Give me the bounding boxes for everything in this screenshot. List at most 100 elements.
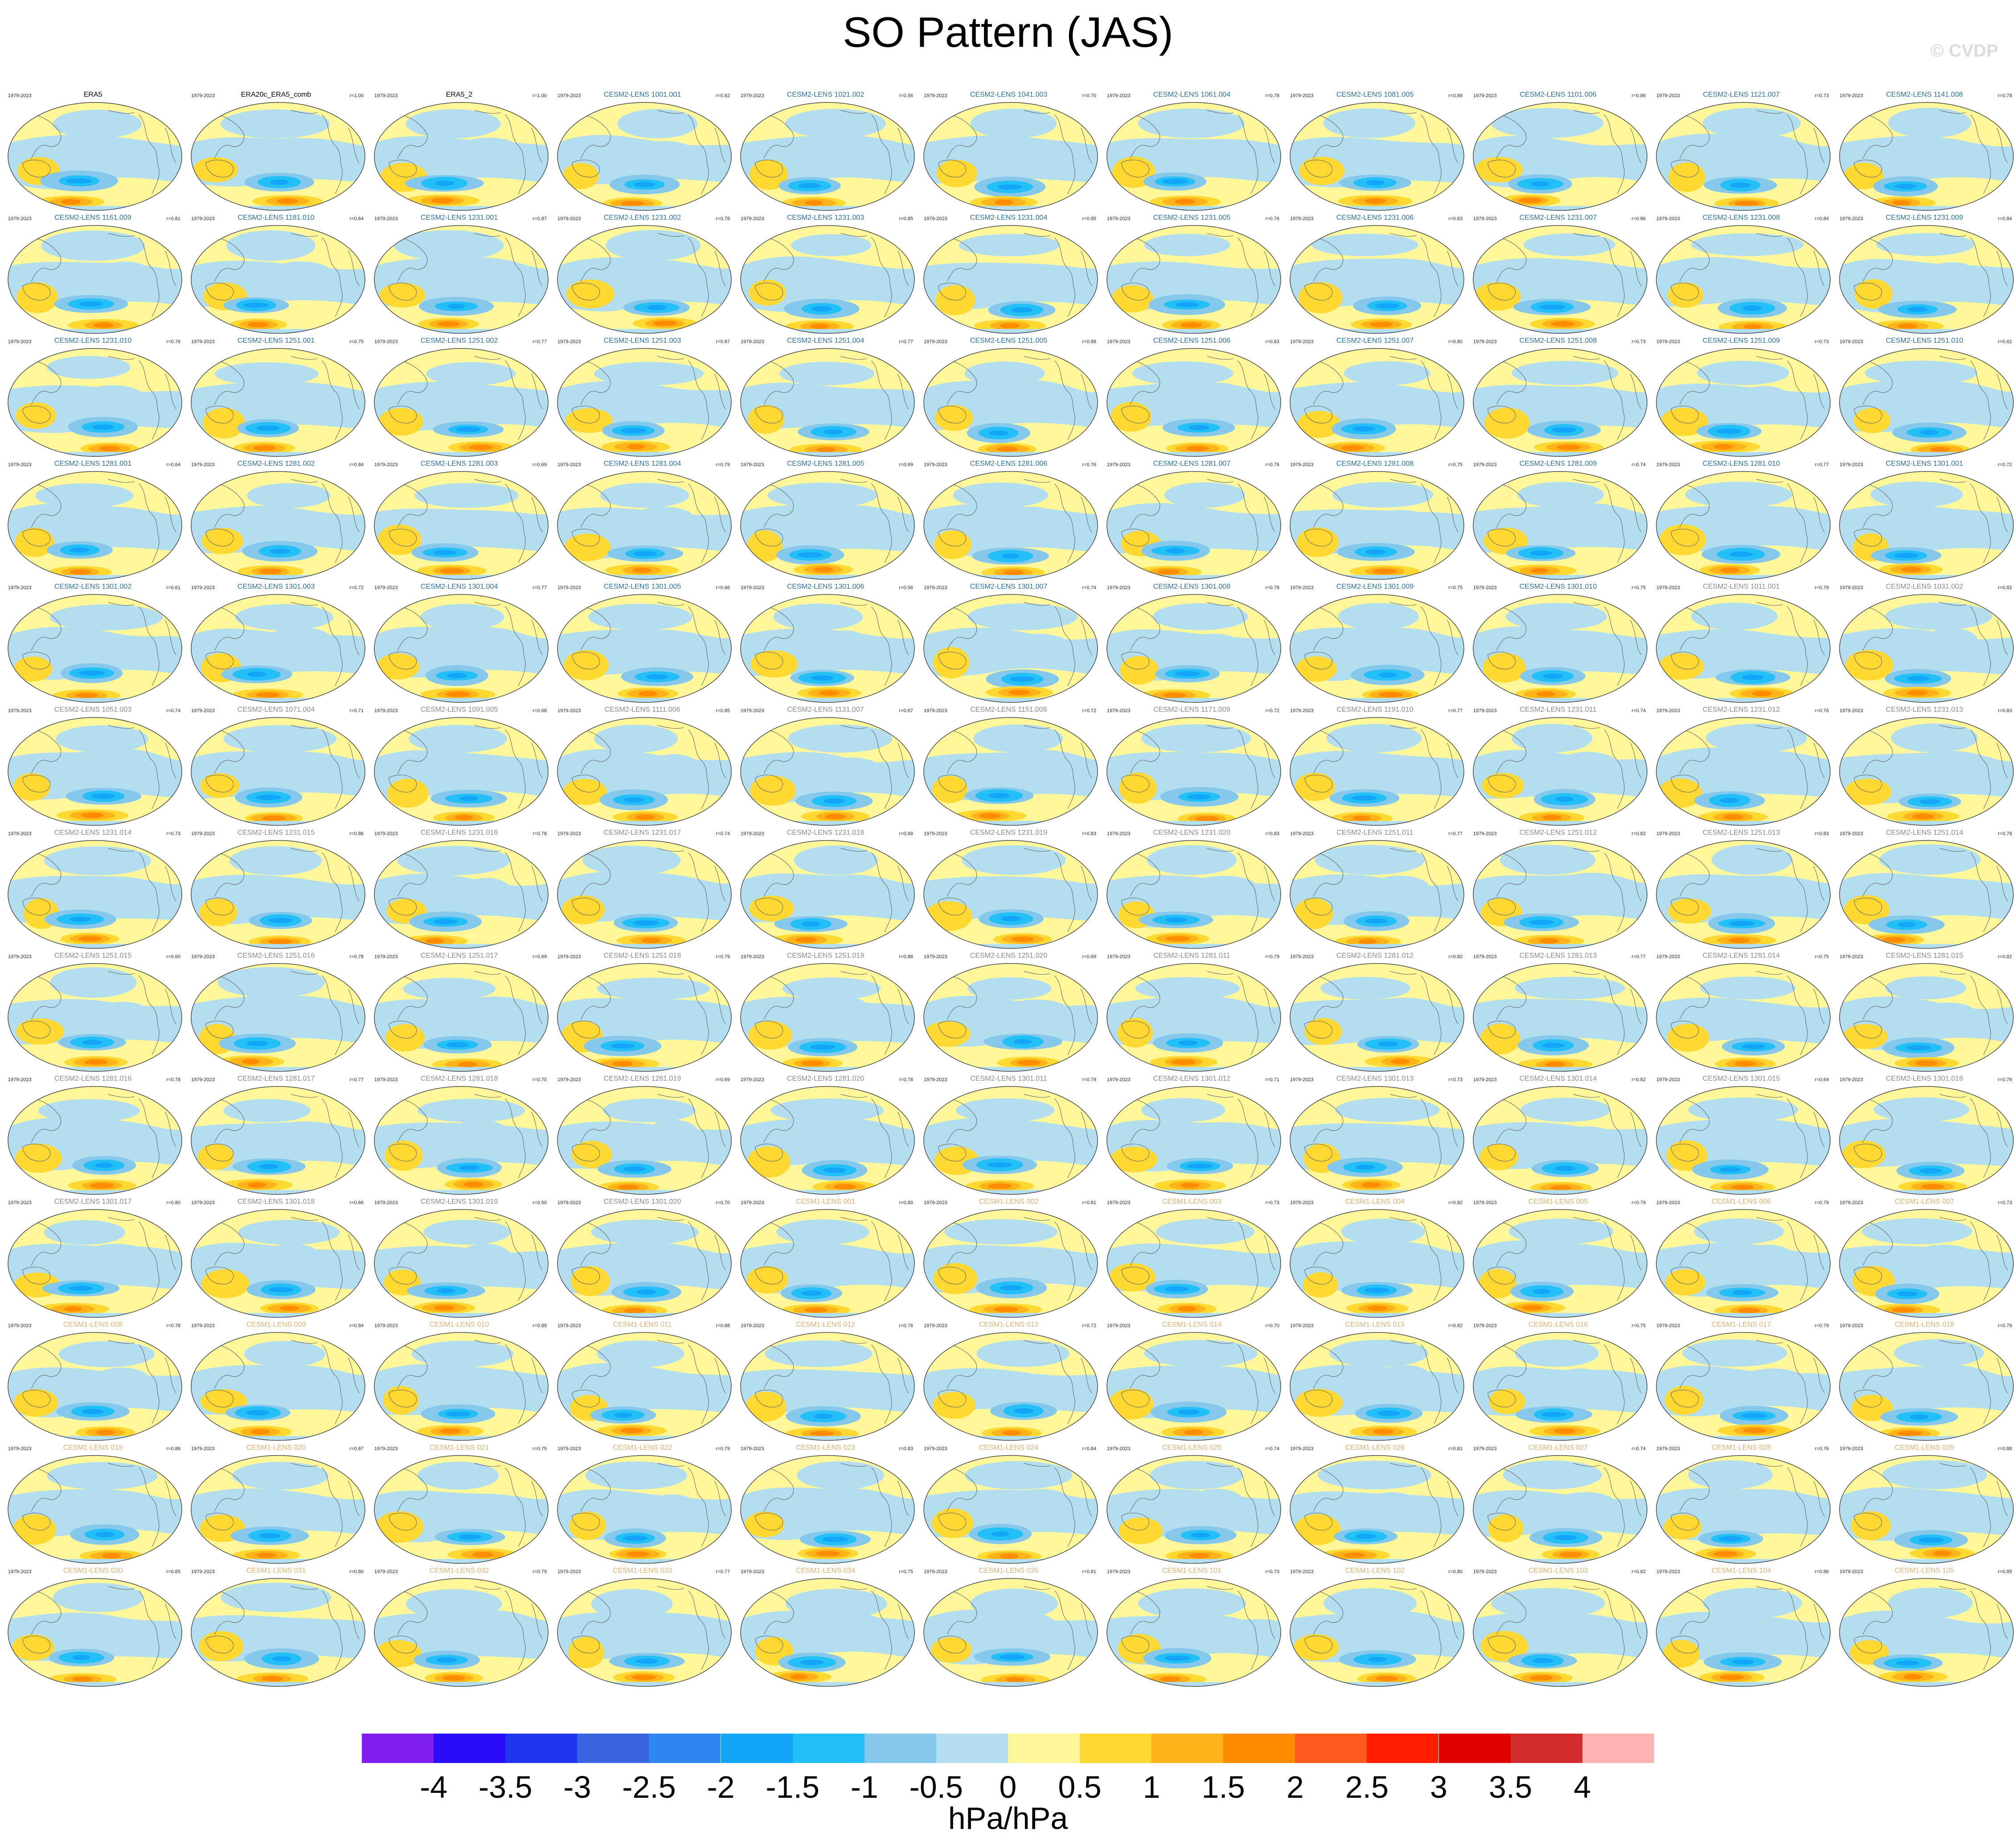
- pattern-map: [374, 717, 549, 826]
- panel-name: CESM1-LENS 001: [795, 1198, 856, 1205]
- map-panel: 1979-2023 CESM2-LENS 1281.008 r=0.75: [1284, 460, 1466, 583]
- panel-correlation: r=0.76: [1815, 1446, 1829, 1451]
- map-panel: 1979-2023 CESM2-LENS 1231.004 r=0.85: [918, 214, 1100, 337]
- panel-years: 1979-2023: [1290, 585, 1314, 590]
- map-panel: 1979-2023 CESM2-LENS 1251.012 r=0.82: [1467, 829, 1649, 952]
- pattern-map: [1106, 1086, 1281, 1195]
- pattern-map: [1290, 471, 1464, 580]
- map-panel: 1979-2023 CESM2-LENS 1281.001 r=0.64: [2, 460, 184, 583]
- panel-years: 1979-2023: [924, 1200, 947, 1205]
- panel-years: 1979-2023: [741, 585, 764, 590]
- panel-correlation: r=0.76: [166, 339, 181, 344]
- map-panel: 1979-2023 CESM2-LENS 1251.019 r=0.88: [734, 952, 917, 1075]
- pattern-map: [1473, 840, 1647, 949]
- panel-name: CESM2-LENS 1301.003: [237, 583, 315, 590]
- map-panel: 1979-2023 CESM1-LENS 035 r=0.81: [918, 1567, 1100, 1690]
- panel-years: 1979-2023: [1107, 831, 1131, 836]
- panel-name: CESM2-LENS 1301.007: [970, 583, 1048, 590]
- pattern-map: [1290, 717, 1464, 826]
- map-panel: 1979-2023 CESM2-LENS 1301.003 r=0.72: [185, 583, 367, 706]
- map-panel: 1979-2023 CESM2-LENS 1231.018 r=0.68: [734, 829, 917, 952]
- panel-correlation: r=0.79: [1265, 954, 1280, 959]
- panel-correlation: r=0.86: [349, 831, 364, 836]
- panel-correlation: r=0.77: [1631, 954, 1646, 959]
- panel-years: 1979-2023: [191, 954, 215, 959]
- pattern-map: [191, 717, 365, 826]
- panel-name: CESM2-LENS 1251.020: [970, 952, 1048, 959]
- panel-years: 1979-2023: [1840, 1077, 1863, 1082]
- panel-correlation: r=0.79: [716, 954, 730, 959]
- panel-years: 1979-2023: [374, 339, 398, 344]
- panel-correlation: r=0.76: [1998, 1077, 2012, 1082]
- map-panel: 1979-2023 CESM1-LENS 009 r=0.84: [185, 1321, 367, 1444]
- panel-name: CESM2-LENS 1231.016: [420, 829, 498, 836]
- map-panel: 1979-2023 CESM2-LENS 1281.020 r=0.78: [734, 1075, 917, 1198]
- panel-correlation: r=0.76: [1265, 216, 1280, 221]
- panel-years: 1979-2023: [1840, 339, 1863, 344]
- map-panel: 1979-2023 CESM2-LENS 1281.013 r=0.77: [1467, 952, 1649, 1075]
- pattern-map: [923, 594, 1098, 703]
- panel-name: CESM2-LENS 1251.002: [420, 337, 498, 344]
- panel-years: 1979-2023: [557, 1323, 581, 1328]
- panel-years: 1979-2023: [1840, 954, 1863, 959]
- map-panel: 1979-2023 CESM2-LENS 1301.002 r=0.61: [2, 583, 184, 706]
- panel-correlation: r=0.69: [533, 954, 547, 959]
- pattern-map: [191, 963, 365, 1072]
- panel-years: 1979-2023: [557, 708, 581, 713]
- panel-years: 1979-2023: [1656, 585, 1680, 590]
- panel-years: 1979-2023: [191, 1200, 215, 1205]
- panel-correlation: r=0.73: [1448, 1077, 1463, 1082]
- panel-correlation: r=0.74: [1265, 1446, 1280, 1451]
- panel-name: CESM2-LENS 1301.009: [1336, 583, 1414, 590]
- map-panel: 1979-2023 CESM2-LENS 1041.003 r=0.70: [918, 91, 1100, 214]
- map-panel: 1979-2023 CESM1-LENS 013 r=0.72: [918, 1321, 1100, 1444]
- panel-years: 1979-2023: [1107, 1200, 1131, 1205]
- pattern-map: [8, 102, 182, 211]
- pattern-map: [1656, 225, 1831, 334]
- pattern-map: [1473, 225, 1647, 334]
- panel-years: 1979-2023: [1473, 585, 1497, 590]
- colorbar-box: [1295, 1734, 1367, 1763]
- panel-years: 1979-2023: [191, 585, 215, 590]
- panel-years: 1979-2023: [741, 1077, 764, 1082]
- panel-years: 1979-2023: [1473, 954, 1497, 959]
- map-panel: 1979-2023 CESM2-LENS 1231.012 r=0.76: [1650, 706, 1832, 829]
- pattern-map: [557, 471, 732, 580]
- map-panel: 1979-2023 CESM2-LENS 1281.016 r=0.78: [2, 1075, 184, 1198]
- pattern-map: [740, 840, 915, 949]
- pattern-map: [374, 1086, 549, 1195]
- panel-correlation: r=0.74: [1631, 708, 1646, 713]
- panel-name: CESM2-LENS 1231.009: [1885, 214, 1963, 221]
- panel-years: 1979-2023: [191, 1077, 215, 1082]
- panel-years: 1979-2023: [1656, 1446, 1680, 1451]
- panel-name: CESM2-LENS 1251.015: [54, 952, 132, 959]
- pattern-map: [1473, 1086, 1647, 1195]
- panel-correlation: r=0.88: [1998, 1446, 2012, 1451]
- map-panel: 1979-2023 CESM2-LENS 1071.004 r=0.71: [185, 706, 367, 829]
- panel-name: CESM2-LENS 1251.012: [1519, 829, 1597, 836]
- panel-name: CESM2-LENS 1281.002: [237, 460, 315, 467]
- panel-name: CESM1-LENS 016: [1528, 1321, 1588, 1328]
- panel-correlation: r=0.71: [349, 708, 364, 713]
- panel-years: 1979-2023: [1290, 708, 1314, 713]
- panel-years: 1979-2023: [191, 1446, 215, 1451]
- panel-correlation: r=0.83: [899, 1446, 914, 1451]
- panel-years: 1979-2023: [1473, 216, 1497, 221]
- panel-correlation: r=0.78: [533, 831, 547, 836]
- panel-correlation: r=0.79: [1998, 1323, 2012, 1328]
- pattern-map: [740, 102, 915, 211]
- panel-name: CESM2-LENS 1231.015: [237, 829, 315, 836]
- map-panel: 1979-2023 CESM1-LENS 103 r=0.82: [1467, 1567, 1649, 1690]
- panel-correlation: r=0.83: [1815, 831, 1829, 836]
- pattern-map: [1656, 840, 1831, 949]
- pattern-map: [1106, 717, 1281, 826]
- panel-years: 1979-2023: [741, 462, 764, 467]
- panel-years: 1979-2023: [8, 1077, 32, 1082]
- panel-name: CESM1-LENS 006: [1711, 1198, 1771, 1205]
- pattern-map: [374, 1578, 549, 1687]
- map-panel: 1979-2023 CESM1-LENS 033 r=0.77: [551, 1567, 733, 1690]
- colorbar-tick-label: 1.5: [1201, 1770, 1245, 1804]
- map-panel: 1979-2023 CESM2-LENS 1251.010 r=0.62: [1833, 337, 2016, 460]
- pattern-map: [191, 225, 365, 334]
- panel-years: 1979-2023: [1656, 339, 1680, 344]
